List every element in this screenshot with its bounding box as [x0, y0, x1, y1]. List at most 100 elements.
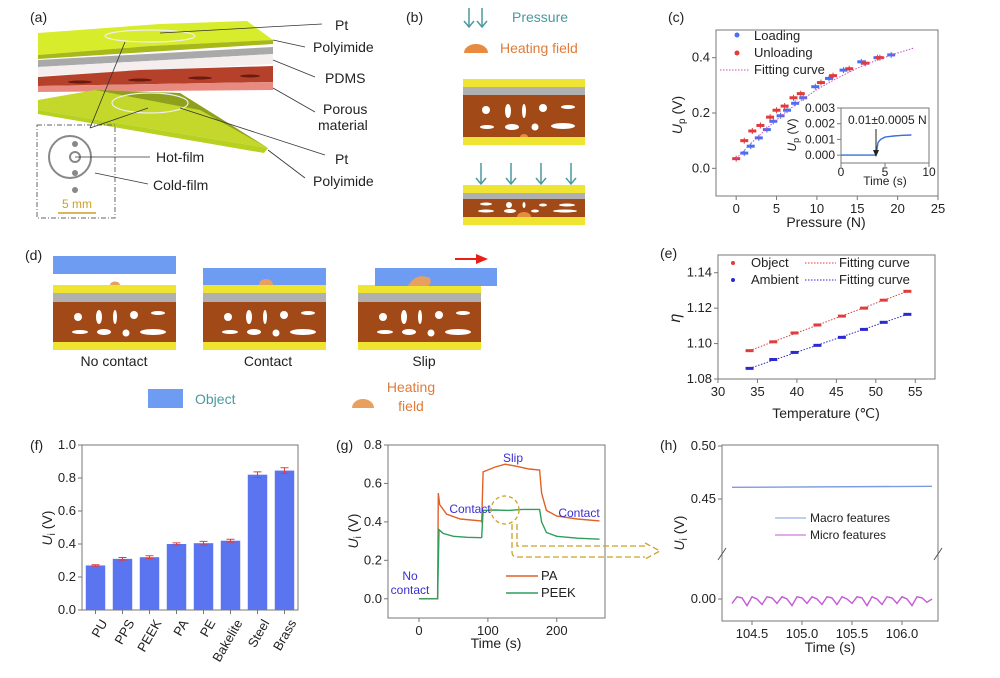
slip-arrow-icon: [455, 254, 488, 264]
h-xlabel: Time (s): [805, 639, 856, 655]
pore: [151, 311, 165, 315]
c-inset-xlabel: Time (s): [863, 174, 907, 188]
pore: [263, 310, 267, 324]
g-zoom-arrow-icon: [511, 524, 662, 560]
c-xlabel: Pressure (N): [786, 214, 865, 230]
state-label-contact: Contact: [244, 353, 292, 369]
y-tick-label: 0.6: [364, 475, 382, 490]
pore: [130, 311, 138, 319]
electrode-pad: [72, 141, 78, 147]
x-tick-label: 20: [890, 201, 904, 216]
pore: [224, 313, 232, 321]
panel-label-f: (f): [30, 437, 43, 453]
panel-b: (b) Pressure Heating field: [406, 8, 585, 225]
chart-h: 104.5 105.0 105.5 106.0 0.00 0.45 0.50: [691, 438, 943, 641]
pdms-layer: [53, 293, 176, 302]
plot-frame: [717, 254, 936, 380]
legend-marker-ambient: [731, 278, 735, 282]
sensor-stack-0: [53, 285, 176, 350]
series-object-point: [813, 323, 822, 327]
error-bar-Steel: [253, 471, 262, 479]
polyimide-layer: [53, 342, 176, 350]
pore: [427, 329, 435, 337]
y-tick-label: 0.4: [692, 50, 710, 65]
legend-heating-line1: Heating: [387, 379, 435, 395]
plot-frame: [721, 444, 939, 622]
charts: 0 5 10 15 20 250.00.20.40 5 100.0000.0010.0020.…: [58, 29, 945, 664]
x-tick-label: 105.0: [786, 626, 819, 641]
sensor-stack-unpressed: [463, 79, 585, 145]
legend-pressure: Pressure: [512, 9, 568, 25]
pore: [140, 329, 166, 335]
f-ylabel: Ui (V): [39, 511, 58, 546]
label-pdms: PDMS: [325, 70, 365, 86]
y-tick-label: 1.08: [687, 371, 712, 386]
pore: [247, 329, 261, 335]
plot-frame: [387, 444, 606, 619]
polyimide-layer: [358, 285, 481, 293]
chart-g: 0 100 200 0.0 0.2 0.4 0.6 0.8: [364, 437, 606, 638]
x-tick-label: 55: [908, 384, 922, 399]
y-tick-label: 0.001: [805, 132, 835, 146]
series-ambient-point: [837, 335, 846, 339]
polyimide-bottom-layer: [38, 90, 268, 148]
bar-PU: [85, 565, 106, 610]
y-tick-label: 0.0: [692, 160, 710, 175]
plot-frame: [840, 107, 930, 164]
error-bar-Brass: [280, 467, 289, 474]
error-bar-PA: [172, 542, 181, 546]
pdms-layer-top: [38, 47, 273, 67]
c-ylabel: Up (V): [669, 96, 688, 134]
y-tick-label: 0.0: [58, 602, 76, 617]
x-tick-label: 10: [922, 165, 936, 179]
y-tick-label: 0.00: [691, 591, 716, 606]
series-peek-line: [419, 508, 600, 600]
pt-electrode-top: [104, 29, 196, 43]
pressure-icon: [463, 8, 488, 29]
pore: [280, 311, 288, 319]
y-tick-label: 0.2: [58, 569, 76, 584]
panel-label-h: (h): [660, 437, 677, 453]
label-pt-bottom: Pt: [335, 151, 348, 167]
x-tick-label: 5: [882, 165, 889, 179]
legend-loading: Loading: [754, 28, 800, 43]
plot-frame: [81, 444, 299, 611]
panel-a: (a) 5 mm Pt Polyimide PDMS: [30, 9, 374, 219]
series-ambient-point: [813, 343, 822, 347]
polyimide-layer: [203, 342, 326, 350]
y-tick-label: 0.0: [364, 591, 382, 606]
heating-field-no-contact: [110, 281, 120, 285]
polyimide-layer: [203, 285, 326, 293]
y-tick-label: 0.45: [691, 491, 716, 506]
bar-Brass: [274, 470, 295, 610]
h-ylabel: Ui (V): [671, 516, 690, 551]
x-tick-label: 104.5: [736, 626, 769, 641]
polyimide-bottom-edge: [38, 110, 268, 153]
x-tick-label: 50: [869, 384, 883, 399]
series-ambient-point: [769, 358, 778, 362]
series-macro-features-line: [731, 485, 933, 488]
pore: [72, 330, 88, 334]
series-object-point: [769, 340, 778, 344]
sensor-stack-2: [358, 285, 481, 350]
panel-d: (d) No contact Contact Slip Object Heati…: [25, 247, 497, 414]
e-xlabel: Temperature (℃): [772, 405, 880, 421]
error-bar-Bakelite: [226, 538, 235, 543]
y-tick-label: 0.6: [58, 503, 76, 518]
g-annot-no: No: [402, 569, 418, 583]
panel-label-b: (b): [406, 9, 423, 25]
pt-electrode-bottom: [111, 92, 189, 114]
bar-PE: [193, 543, 214, 610]
x-tick-label: 0: [838, 165, 845, 179]
panel-label-c: (c): [668, 9, 684, 25]
state-label-slip: Slip: [412, 353, 436, 369]
y-tick-label: 1.14: [687, 265, 712, 280]
polyimide-top-layer: [38, 21, 273, 55]
c-inset-ylabel: Up (V): [785, 118, 801, 151]
pore: [128, 78, 152, 82]
leader-lines: [75, 23, 326, 185]
legend-peek: PEEK: [541, 585, 576, 600]
sensor-stack-1: [203, 285, 326, 350]
series-object-point: [745, 349, 754, 353]
